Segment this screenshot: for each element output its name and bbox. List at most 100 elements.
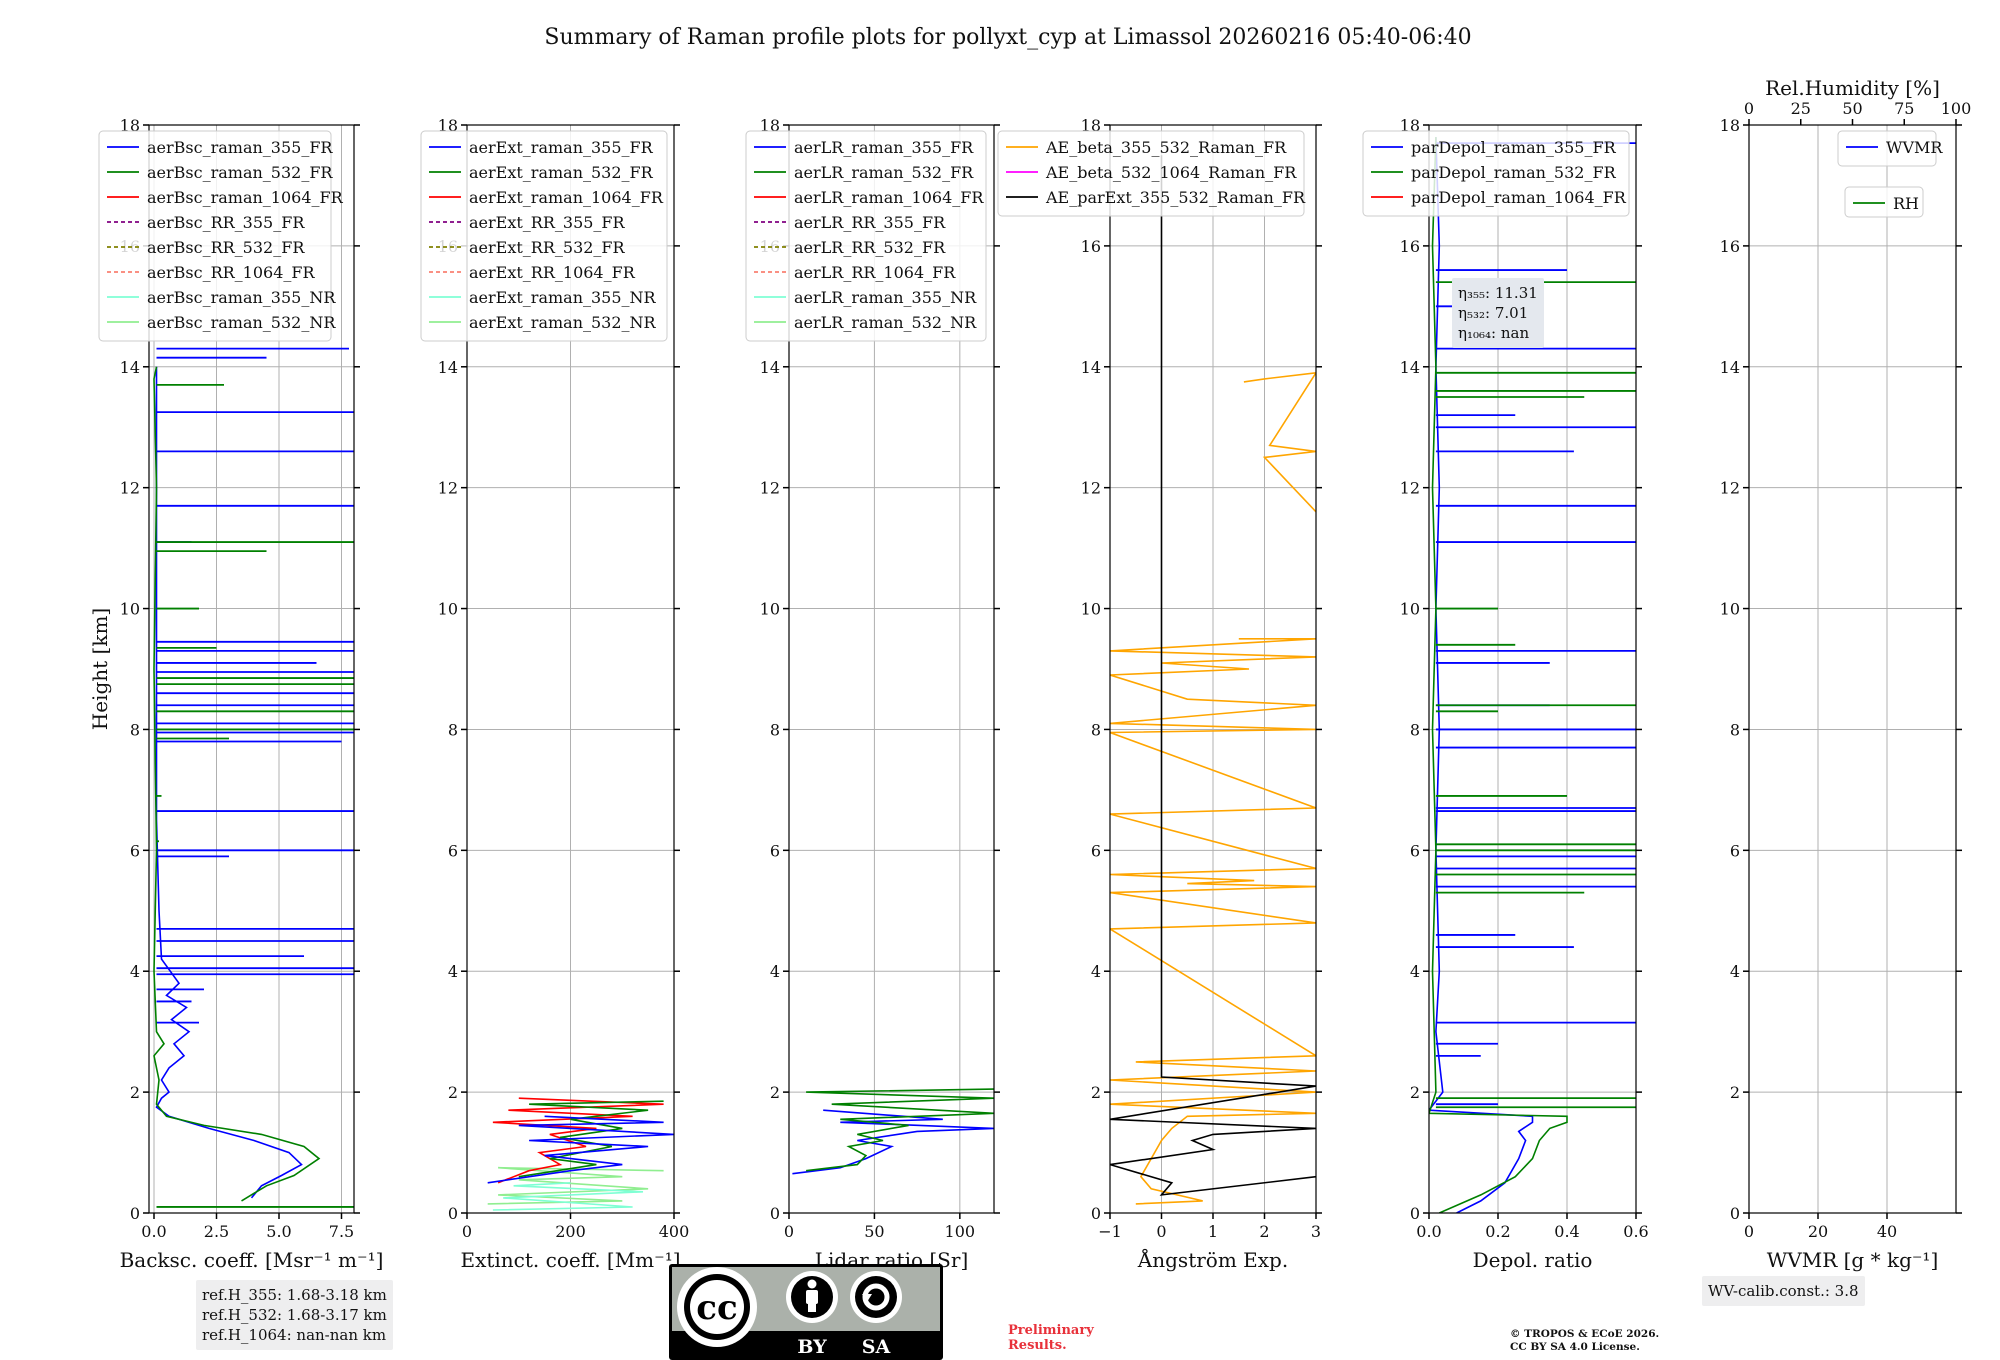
ref-height-355: ref.H_355: 1.68-3.18 km [202,1286,387,1304]
y-tick-label: 14 [1081,358,1101,377]
preliminary-line-2: Results. [1008,1338,1067,1353]
legend-label: aerBsc_RR_532_FR [147,238,305,257]
top-x-axis-label: Rel.Humidity [%] [1765,76,1940,100]
plot-area-depol [1429,137,1636,1213]
copyright-line-1: © TROPOS & ECoE 2026. [1510,1328,1660,1340]
legend-label: aerBsc_RR_1064_FR [147,263,316,282]
copyright-line-2: CC BY SA 4.0 License. [1510,1341,1640,1353]
y-tick-label: 0 [1410,1204,1420,1223]
legend-ext: aerExt_raman_355_FR aerExt_raman_532_FRae… [420,130,668,342]
y-tick-label: 10 [1081,600,1101,619]
x-tick-label: 40 [1877,1222,1897,1241]
legend-label: RH [1893,194,1919,213]
preliminary-results-note: Preliminary Results. [1008,1323,1094,1353]
legend-label: aerLR_RR_1064_FR [794,263,956,282]
y-tick-label: 2 [770,1083,780,1102]
y-tick-label: 6 [1410,841,1420,860]
y-tick-label: 16 [1081,237,1101,256]
x-tick-label: 1 [1208,1222,1218,1241]
plot-area-ae [1110,155,1316,1205]
top-x-tick-label: 100 [1941,99,1972,118]
y-tick-label: 0 [448,1204,458,1223]
eta-532: η₅₃₂: 7.01 [1458,304,1529,322]
x-axis-label: Backsc. coeff. [Msr⁻¹ m⁻¹] [120,1248,384,1272]
legend-lr: aerLR_raman_355_FR aerLR_raman_532_FR aerL… [745,130,987,342]
y-tick-label: 12 [1720,479,1740,498]
y-tick-label: 12 [438,479,458,498]
y-tick-label: 2 [1091,1083,1101,1102]
y-tick-label: 16 [1720,237,1740,256]
x-tick-label: 2 [1259,1222,1269,1241]
x-tick-label: −1 [1098,1222,1122,1241]
series-line-aerExt_raman_1064_FR [492,1097,664,1184]
y-tick-label: 8 [130,720,140,739]
legend-label: WVMR [1886,138,1943,157]
series-line-parDepol_raman_355_FR [1429,137,1534,1213]
y-tick-label: 4 [130,962,140,981]
y-tick-label: 18 [1081,116,1101,135]
panel-lr: 024681012141618050100Lidar ratio [Sr]aer… [745,116,1000,1272]
plot-area-lr [792,1088,994,1175]
y-tick-label: 10 [120,600,140,619]
y-tick-label: 18 [1400,116,1420,135]
legend-box [1362,130,1630,217]
series-line-AE_beta_355_532_Raman_FR_upper [1243,371,1316,513]
legend2-wv: RH [1844,186,1924,218]
panel-depol: 0 2 4 6 8 10 12 14 16 18 0.0 0.2 0.4 0.6 Depol. ratio p… [1362,116,1649,1272]
eta-355: η₃₅₅: 11.31 [1458,284,1538,302]
y-tick-label: 6 [448,841,458,860]
legend-label: aerLR_raman_532_FR [794,163,974,182]
legend-label: aerLR_raman_355_FR [794,138,974,157]
legend-label: aerExt_raman_1064_FR [469,188,664,207]
legend-label: aerExt_raman_355_NR [469,288,657,307]
x-tick-label: 0.4 [1554,1222,1579,1241]
y-tick-label: 6 [1730,841,1740,860]
y-tick-label: 14 [1400,358,1420,377]
cc-license-badge: cc BY SA [669,1264,943,1360]
x-tick-label: 5.0 [266,1222,291,1241]
legend-label: aerBsc_raman_1064_FR [147,188,344,207]
x-tick-label: 0 [462,1222,472,1241]
x-tick-label: 50 [864,1222,884,1241]
legend-label: aerBsc_raman_532_FR [147,163,333,182]
preliminary-line-1: Preliminary [1008,1323,1094,1338]
y-tick-label: 2 [1410,1083,1420,1102]
cc-sa-label: SA [862,1336,891,1358]
x-tick-label: 0.6 [1623,1222,1648,1241]
legend-label: AE_beta_355_532_Raman_FR [1045,138,1287,157]
x-tick-label: 100 [945,1222,976,1241]
y-tick-label: 12 [1400,479,1420,498]
legend-label: aerExt_raman_532_FR [469,163,654,182]
x-tick-label: 3 [1311,1222,1321,1241]
series-line-aerBsc_raman_532_FR [153,366,321,1202]
legend-box [1837,130,1937,167]
y-tick-label: 18 [760,116,780,135]
y-tick-label: 8 [770,720,780,739]
y-tick-label: 2 [1730,1083,1740,1102]
eta-annotation: η₃₅₅: 11.31 η₅₃₂: 7.01 η₁₀₆₄: nan [1452,278,1544,348]
y-tick-label: 14 [438,358,458,377]
series-line-parDepol_raman_532_FR [1429,137,1568,1213]
y-tick-label: 4 [1730,962,1740,981]
x-tick-label: 2.5 [204,1222,229,1241]
legend-depol: parDepol_raman_355_FR parDepol_raman_532_… [1362,130,1630,217]
plot-area-ext [487,1097,674,1211]
y-tick-label: 4 [448,962,458,981]
y-tick-label: 0 [770,1204,780,1223]
legend-label: aerExt_raman_355_FR [469,138,654,157]
series-line-aerExt_raman_532_FR [518,1100,664,1178]
legend-label: aerExt_RR_1064_FR [469,263,636,282]
y-tick-label: 4 [770,962,780,981]
axes-frame [788,124,995,1214]
series-line-AE_parExt_355_532_Raman_FR [1110,155,1316,1196]
legend-label: aerBsc_raman_355_FR [147,138,333,157]
y-tick-label: 18 [438,116,458,135]
y-tick-label: 0 [1730,1204,1740,1223]
x-tick-label: 20 [1808,1222,1828,1241]
top-x-tick-label: 50 [1842,99,1862,118]
y-tick-label: 14 [120,358,140,377]
figure-title: Summary of Raman profile plots for polly… [544,25,1471,50]
y-axis-label: Height [km] [88,608,112,730]
